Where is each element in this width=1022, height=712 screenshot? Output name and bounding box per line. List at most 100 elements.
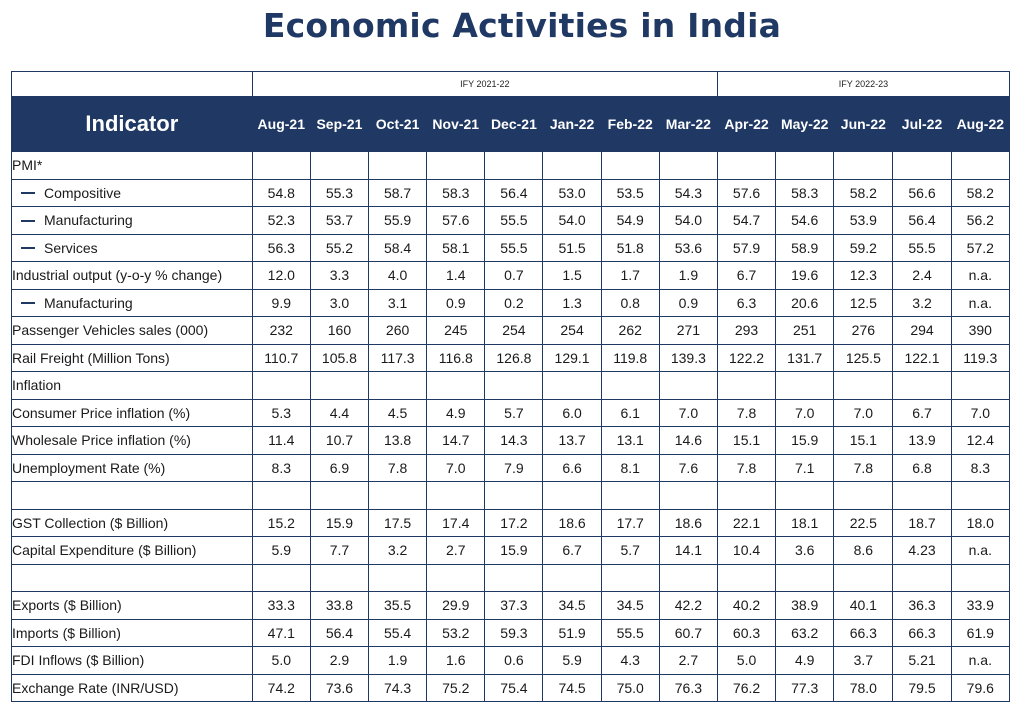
row-label: Compositive	[44, 184, 122, 201]
table-row: Industrial output (y-o-y % change) 12.0 3.…	[11, 261, 1011, 290]
value-cell	[251, 151, 311, 180]
value-cell: 4.9	[775, 646, 835, 675]
row-label: Exchange Rate (INR/USD)	[12, 679, 179, 696]
table-row: Exports ($ Billion) 33.3 33.8 35.5 29.9 37.3 3…	[11, 591, 1011, 620]
value-cell	[368, 151, 428, 180]
value-cell: 122.2	[716, 343, 777, 372]
value-cell: 79.6	[950, 673, 1011, 702]
value-cell	[426, 563, 486, 592]
value-cell: 126.8	[484, 343, 544, 372]
value-cell: 14.6	[658, 426, 718, 455]
value-cell: 58.7	[368, 178, 428, 207]
value-cell: 7.8	[833, 453, 894, 482]
column-header: Mar-22	[658, 96, 718, 152]
value-cell	[600, 481, 660, 510]
value-cell: 55.5	[892, 233, 952, 262]
value-cell: 6.0	[542, 398, 602, 427]
value-cell: 4.23	[892, 536, 952, 565]
value-cell: 53.7	[309, 206, 370, 235]
value-cell: 58.1	[426, 233, 486, 262]
row-label: Inflation	[12, 377, 62, 394]
row-label: Imports ($ Billion)	[12, 624, 121, 641]
value-cell	[775, 371, 835, 400]
value-cell: 232	[251, 316, 311, 345]
value-cell	[251, 481, 311, 510]
value-cell: 12.5	[833, 288, 894, 317]
value-cell: 57.6	[716, 178, 777, 207]
value-cell: 390	[950, 316, 1011, 345]
value-cell: 35.5	[368, 591, 428, 620]
value-cell: 6.7	[542, 536, 602, 565]
value-cell: 7.9	[484, 453, 544, 482]
value-cell: 63.2	[775, 618, 835, 647]
value-cell: 6.9	[309, 453, 370, 482]
value-cell: 74.2	[251, 673, 311, 702]
table-row: Services 56.3 55.2 58.4 58.1 55.5 51.5 51.8 53.6…	[11, 233, 1011, 262]
value-cell: 13.9	[892, 426, 952, 455]
value-cell: 6.8	[892, 453, 952, 482]
value-cell: 78.0	[833, 673, 894, 702]
value-cell: 55.2	[309, 233, 370, 262]
value-cell: 51.8	[600, 233, 660, 262]
value-cell: 56.2	[950, 206, 1011, 235]
value-cell: 75.4	[484, 673, 544, 702]
value-cell: 40.1	[833, 591, 894, 620]
value-cell	[542, 151, 602, 180]
value-cell	[833, 563, 894, 592]
value-cell: 17.5	[368, 508, 428, 537]
value-cell	[775, 563, 835, 592]
value-cell	[251, 371, 311, 400]
value-cell: 55.3	[309, 178, 370, 207]
column-header: Apr-22	[716, 96, 777, 152]
economic-indicators-table: IFY 2021-22 IFY 2022-23 Indicator Aug-21 Sep…	[11, 71, 1011, 702]
table-row: Capital Expenditure ($ Billion) 5.9 7.7 3.2…	[11, 536, 1011, 565]
row-label-cell: Exchange Rate (INR/USD)	[11, 673, 253, 702]
value-cell: 79.5	[892, 673, 952, 702]
value-cell: 293	[716, 316, 777, 345]
table-row: Imports ($ Billion) 47.1 56.4 55.4 53.2 59.3 5…	[11, 618, 1011, 647]
table-row: GST Collection ($ Billion) 15.2 15.9 17.5 17…	[11, 508, 1011, 537]
value-cell: 119.3	[950, 343, 1011, 372]
row-label-cell: Rail Freight (Million Tons)	[11, 343, 253, 372]
value-cell: 53.9	[833, 206, 894, 235]
value-cell: 3.0	[309, 288, 370, 317]
value-cell	[716, 563, 777, 592]
value-cell	[542, 481, 602, 510]
value-cell: 5.9	[251, 536, 311, 565]
value-cell: 2.7	[658, 646, 718, 675]
row-label: FDI Inflows ($ Billion)	[12, 652, 145, 669]
value-cell: 37.3	[484, 591, 544, 620]
value-cell: 58.9	[775, 233, 835, 262]
row-label-cell: Wholesale Price inflation (%)	[11, 426, 253, 455]
value-cell: 38.9	[775, 591, 835, 620]
value-cell: 129.1	[542, 343, 602, 372]
value-cell: 51.9	[542, 618, 602, 647]
value-cell: 36.3	[892, 591, 952, 620]
table-row: PMI*	[11, 151, 1011, 180]
value-cell: 75.0	[600, 673, 660, 702]
value-cell: 2.7	[426, 536, 486, 565]
value-cell	[600, 371, 660, 400]
value-cell: 1.9	[368, 646, 428, 675]
value-cell: 7.6	[658, 453, 718, 482]
value-cell	[368, 371, 428, 400]
value-cell: 7.0	[833, 398, 894, 427]
value-cell	[716, 481, 777, 510]
value-cell: 17.7	[600, 508, 660, 537]
value-cell	[716, 151, 777, 180]
value-cell: 0.8	[600, 288, 660, 317]
row-label-cell: Compositive	[11, 178, 253, 207]
table-row: Inflation	[11, 371, 1011, 400]
value-cell: 8.6	[833, 536, 894, 565]
value-cell: 56.3	[251, 233, 311, 262]
value-cell: 4.5	[368, 398, 428, 427]
row-label-cell: Imports ($ Billion)	[11, 618, 253, 647]
value-cell: 66.3	[833, 618, 894, 647]
value-cell: 57.2	[950, 233, 1011, 262]
value-cell: 58.3	[426, 178, 486, 207]
row-label: PMI*	[12, 157, 43, 174]
value-cell: 53.5	[600, 178, 660, 207]
row-label: Wholesale Price inflation (%)	[12, 432, 191, 449]
value-cell	[833, 371, 894, 400]
value-cell: 74.3	[368, 673, 428, 702]
